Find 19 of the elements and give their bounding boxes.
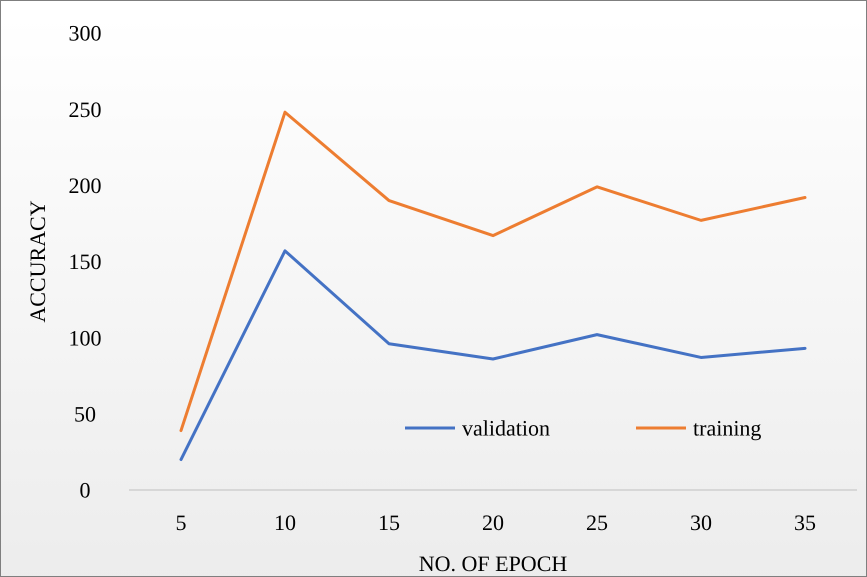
x-tick-label: 20: [482, 510, 504, 535]
legend-label: training: [693, 416, 762, 441]
y-tick-label: 300: [68, 20, 102, 46]
x-tick-label: 10: [274, 510, 296, 535]
x-tick-label: 25: [586, 510, 608, 535]
y-tick-label: 0: [80, 478, 90, 503]
x-tick-label: 15: [378, 510, 400, 535]
x-tick-label: 5: [176, 510, 186, 535]
y-tick-label: 250: [68, 96, 102, 122]
y-tick-label: 50: [74, 402, 96, 427]
y-axis-title: ACCURACY: [25, 200, 50, 323]
y-tick-label: 150: [68, 249, 102, 274]
y-tick-label: 200: [68, 173, 102, 198]
y-tick-label: 100: [68, 325, 102, 350]
x-tick-label: 35: [794, 510, 816, 535]
x-tick-label: 30: [690, 510, 712, 535]
x-axis-title: NO. OF EPOCH: [418, 551, 568, 576]
legend-label: validation: [462, 416, 550, 441]
line-series: [180, 249, 806, 462]
